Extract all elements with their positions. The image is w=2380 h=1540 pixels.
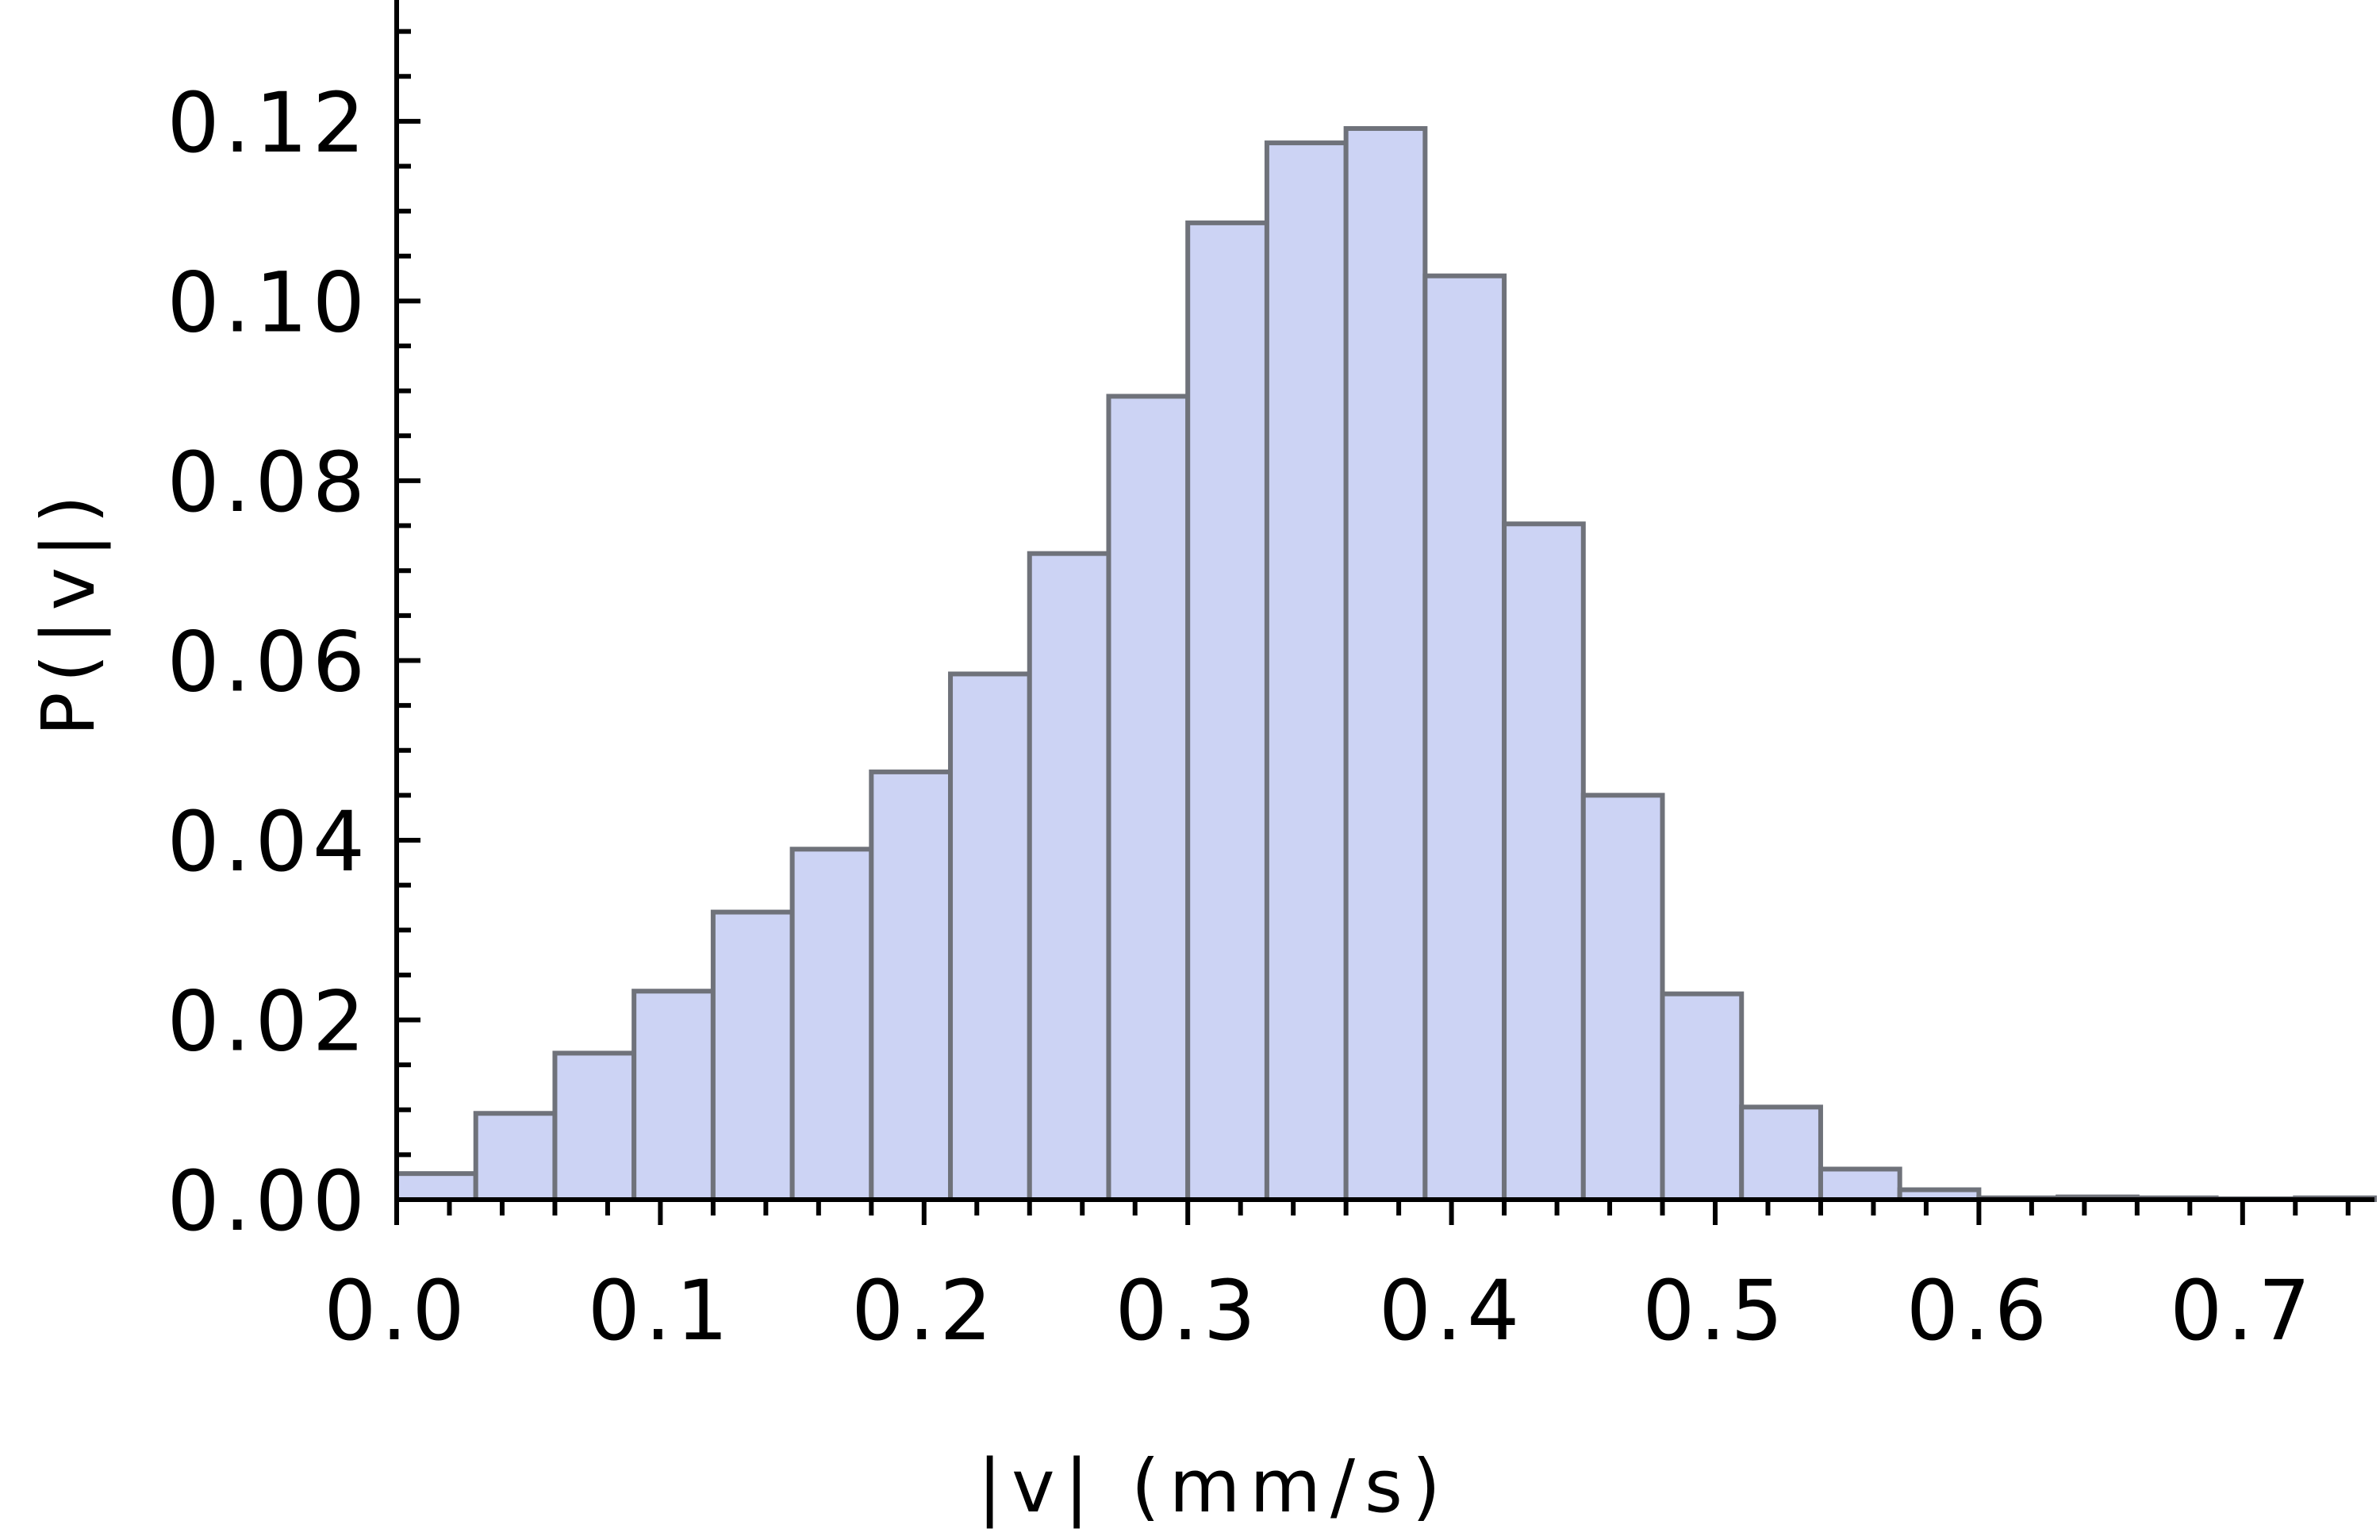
- y-tick-label: 0.12: [167, 75, 370, 171]
- x-tick-label: 0.5: [1642, 1262, 1787, 1359]
- y-tick-label: 0.04: [167, 793, 370, 890]
- y-axis-title: P(|v|): [26, 486, 111, 736]
- histogram-bar: [1660, 991, 1745, 1202]
- x-tick-label: 0.2: [851, 1262, 996, 1359]
- y-tick-label: 0.08: [167, 434, 370, 531]
- x-tick-label: 0.7: [2170, 1262, 2315, 1359]
- x-tick-label: 0.4: [1379, 1262, 1524, 1359]
- x-tick-labels: 0.0 0.1 0.2 0.3 0.4 0.5 0.6 0.7: [324, 1262, 2315, 1359]
- y-tick-label: 0.10: [167, 254, 370, 351]
- histogram-bar: [552, 1050, 637, 1203]
- histogram-bar: [1818, 1166, 1902, 1203]
- histogram-bars: [394, 125, 2378, 1203]
- histogram-bar: [710, 909, 795, 1202]
- y-tick-label: 0.06: [167, 613, 370, 710]
- x-tick-label: 0.1: [588, 1262, 733, 1359]
- histogram-bar: [1502, 521, 1586, 1202]
- x-axis-title: |v| (mm/s): [977, 1444, 1450, 1529]
- x-tick-label: 0.3: [1115, 1262, 1260, 1359]
- histogram-bar: [1343, 125, 1428, 1202]
- histogram-bar: [1027, 551, 1111, 1202]
- histogram-bar: [1422, 273, 1507, 1202]
- y-tick-label: 0.02: [167, 973, 370, 1070]
- histogram-bar: [948, 671, 1032, 1202]
- histogram-bar: [869, 769, 954, 1202]
- x-tick-label: 0.0: [324, 1262, 469, 1359]
- histogram-bar: [1185, 220, 1269, 1203]
- histogram-bar: [1580, 793, 1665, 1203]
- histogram-bar: [1264, 140, 1349, 1202]
- histogram-bar: [631, 989, 716, 1203]
- histogram-bar: [1739, 1104, 1823, 1203]
- histogram-bar: [473, 1111, 558, 1202]
- y-tick-labels: 0.00 0.02 0.04 0.06 0.08 0.10 0.12: [167, 75, 370, 1250]
- histogram-bar: [789, 847, 874, 1202]
- y-tick-label: 0.00: [167, 1153, 370, 1250]
- histogram-bar: [394, 1171, 478, 1202]
- x-tick-label: 0.6: [1906, 1262, 2052, 1359]
- histogram-bar: [1106, 394, 1191, 1202]
- axes: [394, 0, 2374, 1225]
